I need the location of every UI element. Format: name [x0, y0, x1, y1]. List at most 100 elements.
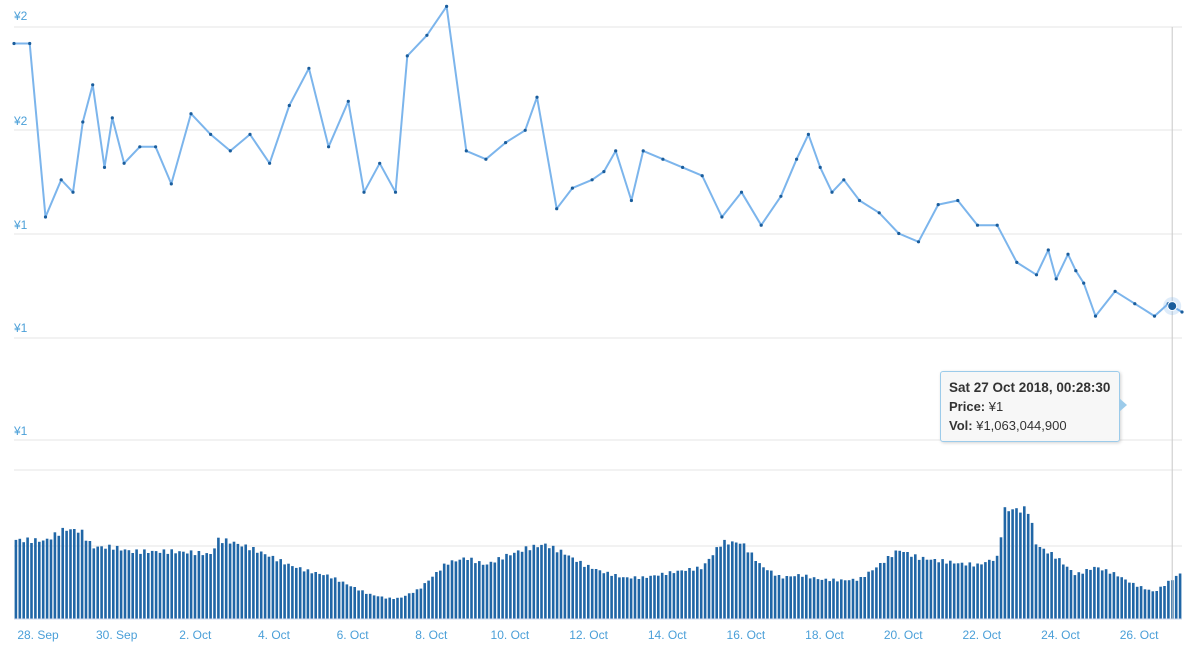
hover-tooltip: Sat 27 Oct 2018, 00:28:30 Price: ¥1 Vol:… — [940, 371, 1128, 442]
volume-bar — [1104, 569, 1108, 619]
volume-bar — [178, 551, 181, 619]
volume-bar — [119, 550, 123, 619]
volume-bar — [1073, 575, 1077, 619]
volume-bar — [1159, 586, 1162, 619]
volume-bar — [435, 572, 438, 619]
y-tick-label: ¥2 — [13, 9, 28, 23]
volume-bar — [189, 550, 193, 619]
volume-bar — [1058, 558, 1061, 619]
volume-bar — [88, 541, 92, 619]
volume-bar — [1174, 575, 1178, 619]
volume-bar — [777, 575, 781, 619]
volume-bar — [267, 556, 271, 619]
volume-bar — [999, 537, 1003, 619]
volume-bar — [590, 568, 594, 619]
volume-bar — [1143, 589, 1147, 619]
x-tick-label: 16. Oct — [727, 628, 766, 642]
price-point — [169, 182, 173, 186]
volume-bar — [384, 598, 388, 619]
volume-bar — [388, 597, 391, 619]
tooltip-date: Sat 27 Oct 2018, 00:28:30 — [949, 380, 1111, 395]
volume-bar — [505, 553, 508, 619]
volume-bar — [847, 580, 851, 619]
tooltip-price-value: ¥1 — [988, 399, 1004, 414]
volume-bar — [711, 555, 715, 619]
volume-bar — [738, 543, 742, 619]
volume-bar — [302, 571, 306, 619]
volume-bar — [956, 563, 960, 619]
volume-bar — [34, 538, 37, 619]
price-point — [405, 54, 409, 58]
volume-bar — [902, 552, 905, 619]
price-point — [81, 120, 85, 124]
price-point — [504, 141, 508, 145]
volume-bar — [727, 544, 730, 619]
volume-bar — [115, 545, 119, 619]
volume-bar — [707, 558, 711, 619]
volume-bar — [186, 553, 189, 619]
price-point — [228, 149, 232, 153]
volume-bar — [104, 548, 107, 619]
price-point — [830, 190, 834, 194]
volume-bar — [263, 554, 267, 619]
x-tick-label: 18. Oct — [805, 628, 844, 642]
volume-bar — [30, 543, 33, 619]
volume-bar — [886, 556, 890, 619]
volume-bar — [76, 532, 80, 619]
volume-bar — [637, 579, 641, 619]
volume-bar — [785, 576, 789, 619]
volume-bar — [633, 576, 637, 619]
volume-bar — [1097, 567, 1100, 619]
price-point — [138, 145, 142, 149]
volume-bar — [855, 580, 859, 619]
x-tick-label: 6. Oct — [337, 628, 370, 642]
volume-bar — [641, 576, 645, 619]
volume-bar — [478, 561, 481, 619]
price-point — [110, 116, 114, 120]
volume-bar — [96, 546, 99, 619]
volume-bar — [629, 578, 633, 619]
price-point — [1034, 273, 1039, 277]
volume-bar — [123, 549, 127, 619]
volume-bar — [602, 573, 606, 619]
volume-bar — [158, 552, 162, 619]
price-point — [535, 95, 539, 99]
volume-bar — [139, 553, 142, 619]
volume-bar — [968, 562, 972, 619]
volume-bar — [341, 581, 345, 619]
volume-bar — [964, 565, 968, 619]
price-point — [1152, 314, 1157, 318]
volume-bar — [454, 561, 458, 619]
price-point — [555, 207, 559, 211]
x-tick-label: 26. Oct — [1120, 628, 1159, 642]
volume-bar — [520, 551, 524, 619]
volume-bar — [766, 570, 769, 619]
volume-bar — [18, 538, 22, 619]
volume-bar — [474, 563, 477, 619]
volume-bar — [606, 571, 609, 619]
volume-bar — [489, 561, 493, 619]
x-tick-label: 20. Oct — [884, 628, 923, 642]
volume-bar — [1015, 508, 1018, 619]
price-point — [857, 198, 862, 203]
price-point — [307, 66, 311, 70]
volume-bar — [53, 532, 57, 619]
volume-bar — [793, 576, 796, 619]
price-point — [248, 132, 252, 136]
volume-bar — [513, 552, 516, 619]
volume-bar — [38, 541, 41, 619]
volume-bar — [952, 563, 956, 619]
volume-bar — [240, 546, 244, 619]
volume-bar — [380, 596, 384, 619]
volume-bar — [221, 543, 224, 619]
volume-bar — [664, 575, 668, 619]
volume-bar — [310, 573, 314, 619]
volume-bar — [571, 557, 574, 619]
volume-bar — [879, 563, 882, 619]
volume-bar — [439, 570, 442, 619]
x-tick-label: 12. Oct — [569, 628, 608, 642]
price-point — [1015, 260, 1019, 264]
tooltip-price-row: Price: ¥1 — [949, 397, 1110, 416]
volume-bar — [863, 577, 866, 619]
